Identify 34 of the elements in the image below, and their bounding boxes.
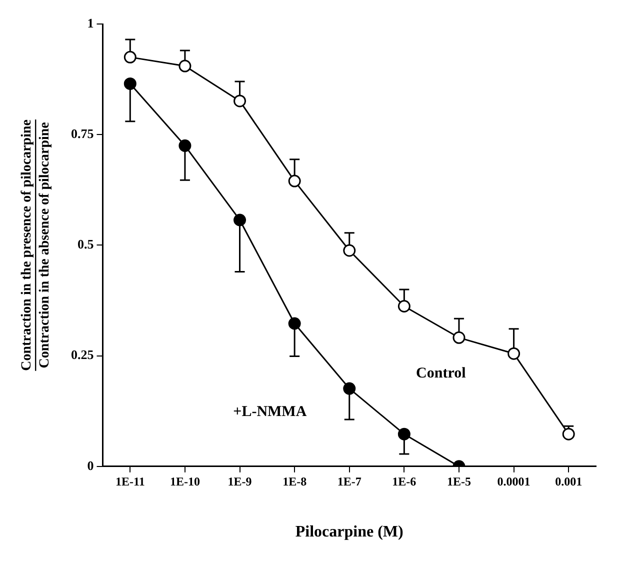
point <box>562 428 575 440</box>
x-tick-label: 1E-7 <box>337 474 362 489</box>
y-tick-label: 0.5 <box>78 236 94 252</box>
text: Contraction in the presence of pilocarpine <box>20 120 35 371</box>
y-tick-label: 0.75 <box>71 126 94 141</box>
point <box>234 94 246 108</box>
point <box>178 60 192 72</box>
point <box>398 428 410 440</box>
x-tick-label: 1E-6 <box>392 474 416 489</box>
y-tick-label: 0.25 <box>71 347 94 362</box>
point <box>178 139 192 152</box>
text: Contraction in the absence of pilocarpine <box>38 122 53 368</box>
x-tick-label: 0.0001 <box>497 474 530 489</box>
text: +L-NMMA <box>233 404 307 420</box>
point <box>124 77 136 90</box>
x-axis-title: Pilocarpine (M) <box>295 524 404 541</box>
series-label: Control <box>416 365 466 382</box>
x-tick-label: 1E-10 <box>170 474 200 489</box>
y-tick-label: 0 <box>87 458 94 473</box>
x-tick-label: 1E-9 <box>228 474 252 489</box>
point <box>234 214 246 226</box>
point <box>124 50 136 64</box>
point <box>288 317 301 330</box>
x-tick-label: 1E-11 <box>115 474 145 489</box>
point <box>452 331 466 344</box>
point <box>343 244 356 257</box>
point <box>343 382 356 395</box>
x-tick-label: 0.001 <box>555 474 582 489</box>
x-tick-label: 1E-8 <box>282 474 307 489</box>
y-tick-label: 1 <box>87 15 94 30</box>
point <box>288 174 301 188</box>
point <box>398 300 410 312</box>
x-tick-label: 1E-5 <box>446 474 471 489</box>
point <box>508 347 520 360</box>
